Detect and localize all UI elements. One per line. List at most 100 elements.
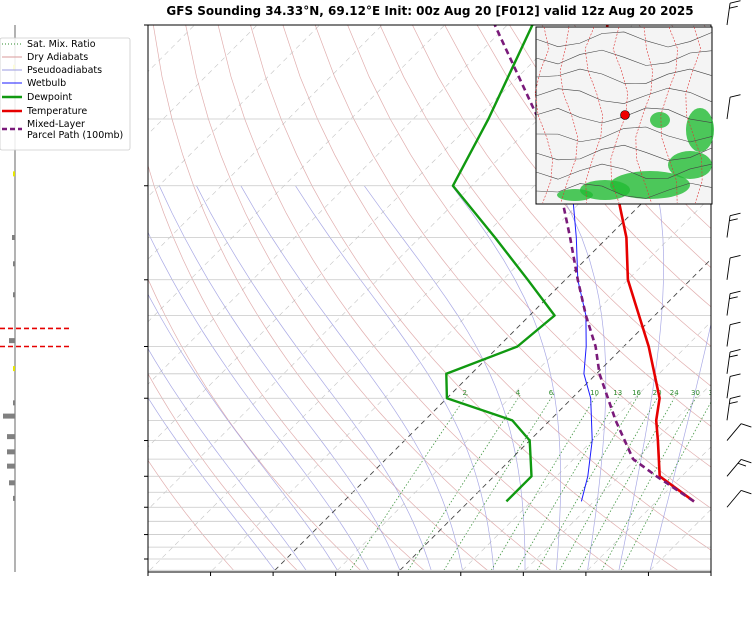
- dry-adiabat-line: [736, 25, 752, 570]
- wind-barb-staff: [726, 293, 731, 316]
- wind-barb: [726, 321, 741, 347]
- omega-bar: [13, 495, 15, 501]
- isotherm-line: [148, 25, 258, 135]
- isotherm-line: [462, 321, 711, 571]
- omega-bar: [9, 480, 15, 486]
- dry-adiabat-line: [148, 459, 234, 571]
- omega-bar: [13, 366, 15, 372]
- inset-contour: [535, 126, 713, 143]
- inset-contour: [535, 31, 713, 48]
- isotherm-line: [148, 25, 320, 198]
- mixing-ratio-line: [443, 393, 555, 571]
- omega-bar: [3, 413, 15, 419]
- mixing-ratio-label: 4: [516, 389, 521, 397]
- pseudoadiabat-line: [148, 231, 369, 571]
- pseudoadiabat-line: [295, 185, 495, 571]
- wind-barb: [726, 349, 741, 374]
- axes: [144, 24, 712, 576]
- pseudoadiabat-line: [451, 185, 561, 571]
- mixing-ratio-label: 20: [653, 389, 662, 397]
- pseudoadiabat-line: [618, 185, 665, 571]
- legend: Sat. Mix. Ratio Dry Adiabats Pseudoadiabat…: [0, 37, 131, 151]
- wind-barb: [726, 489, 752, 508]
- isotherm-line: [148, 25, 508, 385]
- thermo-background-lines: 2 4 6 10 13 16 20 24 30 36: [148, 25, 752, 571]
- dry-adiabat-line: [152, 25, 488, 571]
- mixing-ratio-label: 2: [462, 389, 466, 397]
- isotherm-line: [399, 258, 711, 571]
- isotherm-line: [524, 383, 711, 571]
- inset-location-marker: [620, 110, 630, 120]
- pseudoadiabat-line: [556, 185, 607, 571]
- wind-barbs: [726, 0, 752, 508]
- wind-barb-flag: [729, 212, 741, 217]
- mixing-ratio-label: 10: [590, 389, 599, 397]
- wind-barb-staff: [726, 398, 731, 421]
- inset-contour: [535, 87, 713, 104]
- omega-bar: [13, 292, 15, 298]
- wind-barb-staff: [726, 257, 731, 280]
- wind-barb-staff: [726, 423, 742, 441]
- pseudoadiabat-line: [148, 293, 338, 571]
- inset-contour: [535, 144, 713, 161]
- omega-bar: [12, 234, 15, 240]
- inset-precip-area: [686, 108, 714, 152]
- legend-label: Mixed-Layer Parcel Path (100mb): [27, 119, 123, 141]
- wind-barb: [726, 395, 741, 421]
- wind-barb-flag: [729, 354, 738, 358]
- wind-barb-staff: [726, 97, 731, 120]
- chart-title: GFS Sounding 34.33°N, 69.12°E Init: 00z …: [166, 4, 694, 18]
- omega-bar: [7, 463, 15, 469]
- pseudoadiabat-line: [240, 185, 463, 571]
- omega-bar: [7, 434, 15, 440]
- dry-adiabat-line: [444, 25, 711, 347]
- isotherm-line: [148, 25, 383, 260]
- isotherm-line: [337, 196, 711, 571]
- pseudoadiabat-line: [148, 348, 307, 571]
- wind-barb-flag: [729, 290, 741, 295]
- mixing-ratio-label: 36: [709, 389, 718, 397]
- inset-temperature-contour: [534, 26, 553, 204]
- wind-barb-flag: [729, 349, 741, 353]
- inset-precip-area: [650, 112, 670, 128]
- mixing-ratio-label: 6: [549, 389, 554, 397]
- wind-barb-staff: [726, 459, 742, 477]
- inset-temperature-contour: [559, 26, 578, 204]
- mixing-ratio-line: [559, 393, 661, 571]
- mixing-ratio-label: 13: [613, 389, 622, 397]
- wind-barb-staff: [726, 376, 731, 399]
- legend-box: [0, 37, 131, 151]
- wind-barb-flag: [729, 373, 741, 377]
- dry-adiabat-line: [314, 25, 711, 509]
- series-line-wetbulb: [569, 118, 593, 502]
- mixing-ratio-line: [516, 393, 621, 571]
- pseudoadiabat-line: [649, 322, 711, 571]
- omega-panel: [0, 25, 70, 572]
- inset-contour: [535, 163, 713, 180]
- legend-label: Dewpoint: [27, 92, 72, 103]
- wind-barb-staff: [726, 215, 731, 238]
- dry-adiabat-line: [379, 25, 711, 427]
- wind-barb-flag: [741, 489, 752, 495]
- dry-adiabat-line: [476, 25, 711, 308]
- wind-barb: [726, 94, 741, 120]
- dry-adiabat-line: [250, 25, 678, 571]
- wind-barb-flag: [741, 423, 752, 428]
- mixing-ratio-line: [578, 393, 678, 571]
- wind-barb-flag: [741, 459, 752, 464]
- wind-barb: [726, 459, 752, 477]
- isotherm-line: [148, 25, 571, 448]
- inset-temperature-contour: [635, 26, 653, 204]
- inset-contour: [535, 49, 713, 66]
- wind-barb-flag: [729, 395, 741, 400]
- mixing-ratio-label: 16: [632, 389, 641, 397]
- wind-barb-staff: [726, 351, 731, 374]
- inset-map: [534, 26, 714, 205]
- omega-bar: [7, 449, 15, 455]
- pseudoadiabat-line: [148, 397, 276, 571]
- wind-barb-flag: [729, 94, 741, 98]
- legend-label: Dry Adiabats: [27, 52, 88, 63]
- mixing-ratio-label: 24: [670, 389, 679, 397]
- inset-temperature-contour: [584, 26, 603, 204]
